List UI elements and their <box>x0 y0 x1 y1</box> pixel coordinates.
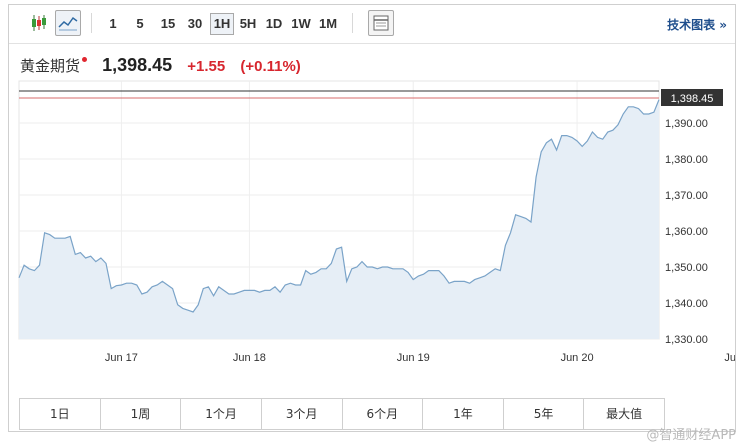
instrument-name: 黄金期货 <box>20 57 81 75</box>
y-tick-label: 1,370.00 <box>665 190 708 202</box>
price-change-percent: (+0.11%) <box>240 58 301 75</box>
x-tick-label: Jun 21 <box>724 352 735 364</box>
price-change: +1.55 <box>187 58 226 75</box>
last-price-label-box <box>661 89 723 106</box>
toolbar-separator <box>352 13 353 33</box>
y-tick-label: 1,330.00 <box>665 334 708 346</box>
range-max[interactable]: 最大值 <box>606 407 643 421</box>
x-tick-label: Jun 20 <box>561 352 594 364</box>
timeframe-1m[interactable]: 1M <box>318 16 338 31</box>
timeframe-30[interactable]: 30 <box>187 16 203 31</box>
watermark: @智通财经APP <box>646 428 736 443</box>
range-3m[interactable]: 3个月 <box>262 399 343 429</box>
y-tick-label: 1,390.00 <box>665 118 708 130</box>
x-tick-label: Jun 19 <box>397 352 430 364</box>
range-1d[interactable]: 1日 <box>20 399 101 429</box>
range-1m[interactable]: 1个月 <box>181 399 262 429</box>
price-line <box>18 99 660 313</box>
live-indicator-dot <box>82 57 88 62</box>
range-1y[interactable]: 1年 <box>423 399 504 429</box>
timeframe-5[interactable]: 5 <box>136 16 144 31</box>
candlestick-icon[interactable] <box>26 10 52 36</box>
range-6m[interactable]: 6个月 <box>343 399 424 429</box>
y-tick-label: 1,340.00 <box>665 298 708 310</box>
range-1w[interactable]: 1周 <box>101 399 182 429</box>
timeframe-15[interactable]: 15 <box>160 16 176 31</box>
x-tick-label: Jun 18 <box>233 352 266 364</box>
toolbar-separator <box>91 13 92 33</box>
chart-widget: 1 5 15 30 1H 5H 1D 1W 1M 技术图表 » 黄金期货 1,3… <box>8 4 736 432</box>
price-area-fill <box>19 99 659 339</box>
toolbar-divider <box>9 43 735 44</box>
timeframe-1[interactable]: 1 <box>109 16 117 31</box>
y-tick-label: 1,350.00 <box>665 262 708 274</box>
y-tick-label: 1,360.00 <box>665 226 708 238</box>
area-chart-icon[interactable] <box>55 10 81 36</box>
x-tick-label: Jun 17 <box>105 352 138 364</box>
timeframe-1h[interactable]: 1H <box>210 13 234 35</box>
last-price: 1,398.45 <box>102 55 173 75</box>
price-chart[interactable]: 1,330.00 1,340.00 1,350.00 1,360.00 1,370.00… <box>9 5 735 431</box>
timeframe-5h[interactable]: 5H <box>239 16 257 31</box>
quote-header: 黄金期货 1,398.45 +1.55 (+0.11%) <box>20 55 301 79</box>
y-tick-label: 1,380.00 <box>665 154 708 166</box>
advanced-chart-link[interactable]: 技术图表 » <box>667 18 727 32</box>
timeframe-1d[interactable]: 1D <box>265 16 283 31</box>
range-selector: 1日 1周 1个月 3个月 6个月 1年 5年 最大值 <box>19 398 665 430</box>
timeframe-1w[interactable]: 1W <box>291 16 311 31</box>
last-price-label: 1,398.45 <box>671 93 714 105</box>
table-icon[interactable] <box>368 10 394 36</box>
toolbar: 1 5 15 30 1H 5H 1D 1W 1M 技术图表 » <box>9 5 735 43</box>
range-5y[interactable]: 5年 <box>504 399 585 429</box>
